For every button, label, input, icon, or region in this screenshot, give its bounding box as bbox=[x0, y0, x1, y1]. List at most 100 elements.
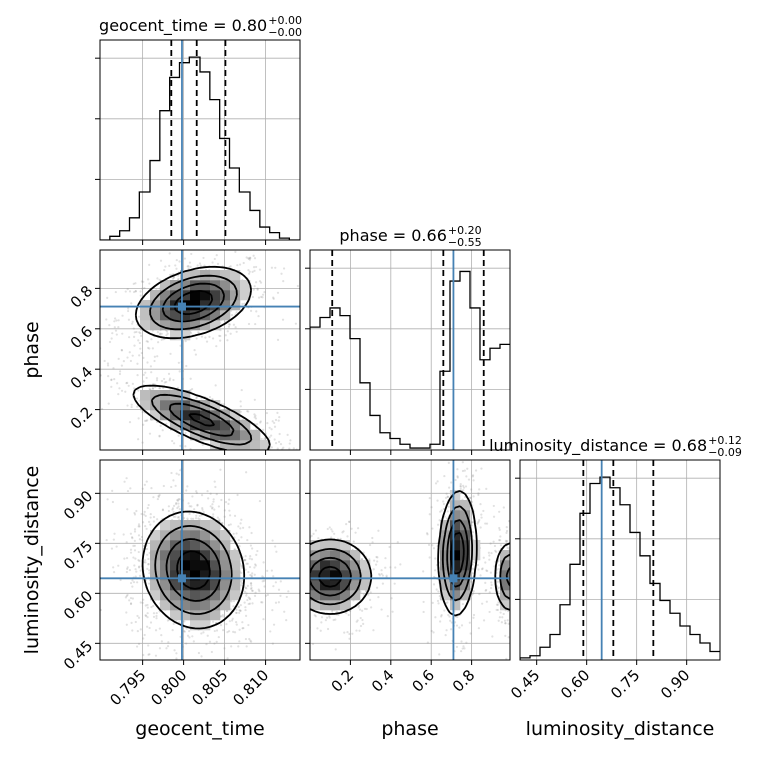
sample-dot bbox=[235, 453, 237, 455]
density-cell bbox=[150, 310, 161, 321]
sample-dot bbox=[247, 322, 251, 326]
sample-dot bbox=[197, 331, 200, 334]
sample-dot bbox=[456, 476, 459, 479]
sample-dot bbox=[237, 538, 240, 542]
sample-dot bbox=[129, 548, 133, 551]
density-cell bbox=[220, 580, 231, 591]
sample-dot bbox=[194, 353, 197, 356]
sample-dot bbox=[522, 534, 524, 536]
sample-dot bbox=[479, 574, 482, 577]
sample-dot bbox=[139, 332, 142, 335]
sample-dot bbox=[223, 245, 225, 247]
sample-dot bbox=[488, 554, 491, 557]
density-cell bbox=[140, 390, 151, 401]
sample-dot bbox=[215, 245, 217, 247]
density-cell bbox=[160, 300, 171, 311]
panel-phase-vs-luminosity_distance-frame bbox=[309, 459, 511, 661]
sample-dot bbox=[185, 642, 188, 645]
sample-dot bbox=[230, 619, 234, 622]
sample-dot bbox=[517, 575, 519, 577]
sample-dot bbox=[273, 421, 276, 425]
sample-dot bbox=[126, 288, 129, 291]
sample-dot bbox=[488, 591, 491, 594]
sample-dot bbox=[270, 573, 272, 575]
sample-dot bbox=[376, 560, 379, 563]
sample-dot bbox=[524, 554, 526, 556]
sample-dot bbox=[137, 523, 141, 526]
sample-dot bbox=[112, 367, 115, 370]
sample-dot bbox=[142, 544, 145, 548]
sample-dot bbox=[434, 482, 438, 485]
sample-dot bbox=[273, 425, 277, 428]
density-cell bbox=[190, 420, 201, 431]
sample-dot bbox=[204, 336, 207, 339]
density-cell bbox=[190, 290, 201, 301]
sample-dot bbox=[117, 357, 120, 360]
panel-geocent_time-vs-luminosity_distance-truth-marker bbox=[177, 574, 186, 583]
sample-dot bbox=[303, 595, 305, 597]
sample-dot bbox=[515, 566, 517, 568]
sample-dot bbox=[130, 403, 133, 406]
sample-dot bbox=[450, 452, 452, 454]
sample-dot bbox=[170, 485, 173, 489]
sample-dot bbox=[477, 492, 480, 495]
sample-dot bbox=[161, 509, 165, 512]
sample-dot bbox=[115, 319, 118, 322]
sample-dot bbox=[396, 541, 399, 544]
sample-dot bbox=[447, 505, 450, 508]
sample-dot bbox=[524, 596, 526, 598]
sample-dot bbox=[128, 599, 131, 602]
sample-dot bbox=[175, 657, 178, 660]
sample-dot bbox=[295, 562, 297, 564]
density-cell bbox=[160, 570, 171, 581]
sample-dot bbox=[245, 471, 248, 474]
sample-dot bbox=[124, 596, 128, 599]
sample-dot bbox=[276, 447, 279, 450]
sample-dot bbox=[465, 641, 468, 644]
sample-dot bbox=[459, 487, 462, 491]
sample-dot bbox=[156, 355, 159, 358]
density-cell bbox=[200, 520, 211, 531]
sample-dot bbox=[238, 628, 241, 631]
density-cell bbox=[350, 550, 361, 561]
sample-dot bbox=[507, 636, 510, 639]
sample-dot bbox=[229, 608, 232, 611]
sample-dot bbox=[226, 330, 229, 333]
x-axis-label-geocent_time: geocent_time bbox=[135, 718, 264, 740]
sample-dot bbox=[472, 613, 476, 617]
sample-dot bbox=[235, 330, 238, 333]
panel-geocent_time-vs-luminosity_distance-frame bbox=[99, 459, 301, 661]
sample-dot bbox=[445, 492, 448, 495]
density-cell bbox=[150, 530, 161, 541]
sample-dot bbox=[328, 616, 331, 619]
sample-dot bbox=[261, 601, 264, 604]
sample-dot bbox=[244, 586, 247, 589]
sample-dot bbox=[223, 647, 226, 650]
density-cell bbox=[150, 290, 161, 301]
sample-dot bbox=[446, 510, 449, 513]
sample-dot bbox=[185, 627, 188, 630]
sample-dot bbox=[326, 527, 329, 531]
sample-dot bbox=[118, 372, 122, 376]
sample-dot bbox=[510, 544, 512, 546]
sample-dot bbox=[239, 580, 243, 583]
sample-dot bbox=[215, 345, 218, 348]
density-cell bbox=[190, 580, 201, 591]
density-cell bbox=[200, 310, 211, 321]
sample-dot bbox=[282, 446, 285, 449]
density-cell bbox=[440, 560, 451, 571]
sample-dot bbox=[320, 616, 324, 619]
density-cell bbox=[460, 510, 471, 521]
sample-dot bbox=[261, 575, 264, 578]
sample-dot bbox=[513, 573, 515, 575]
sample-dot bbox=[221, 613, 224, 617]
sample-dot bbox=[137, 417, 140, 420]
sample-dot bbox=[198, 666, 200, 668]
sample-dot bbox=[278, 464, 280, 466]
sample-dot bbox=[217, 451, 219, 453]
sample-dot bbox=[128, 421, 132, 424]
density-cell bbox=[210, 540, 221, 551]
sample-dot bbox=[155, 612, 158, 615]
sample-dot bbox=[177, 502, 180, 505]
sample-dot bbox=[512, 618, 514, 620]
